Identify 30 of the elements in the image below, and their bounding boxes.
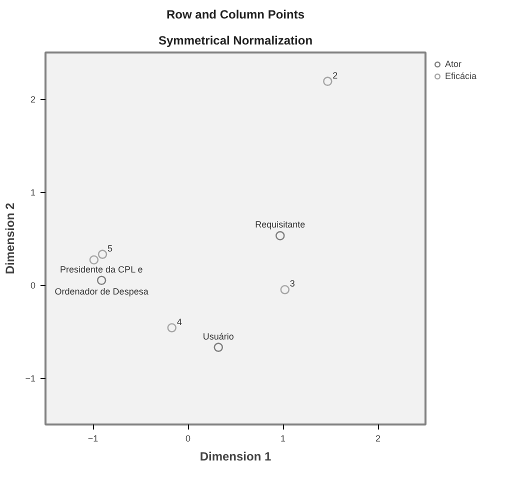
y-tick-label: 2	[30, 94, 36, 104]
point	[323, 76, 332, 86]
point	[276, 231, 285, 240]
annotation: 4	[176, 316, 182, 327]
point	[96, 276, 106, 285]
annotation: Ordenador de Despesa	[54, 286, 148, 296]
y-tick-label: 0	[30, 280, 36, 290]
point	[214, 342, 224, 352]
annotation: 5	[108, 243, 113, 254]
point	[89, 255, 99, 265]
y-axis-title: Dimension 2	[3, 202, 18, 274]
annotation: 2	[332, 70, 338, 80]
point	[98, 250, 108, 259]
y-tick-label: 1	[30, 188, 36, 198]
annotation: Usuário	[202, 331, 234, 342]
x-tick-label: −1	[88, 434, 98, 444]
annotation: 3	[290, 278, 295, 289]
legend-label: Eficácia	[445, 71, 477, 81]
point	[280, 285, 290, 294]
annotation: Requisitante	[255, 220, 306, 230]
chart-subtitle: Symmetrical Normalization	[158, 34, 313, 48]
annotation: Presidente da CPL e	[60, 264, 143, 274]
x-tick-label: 0	[185, 434, 191, 444]
x-tick-label: 2	[375, 434, 381, 444]
y-tick-label: −1	[25, 374, 36, 384]
x-tick-label: 1	[280, 434, 286, 444]
legend-label: Ator	[445, 59, 463, 69]
chart-title: Row and Column Points	[166, 8, 305, 22]
point	[167, 323, 176, 332]
x-axis-title: Dimension 1	[200, 450, 272, 464]
